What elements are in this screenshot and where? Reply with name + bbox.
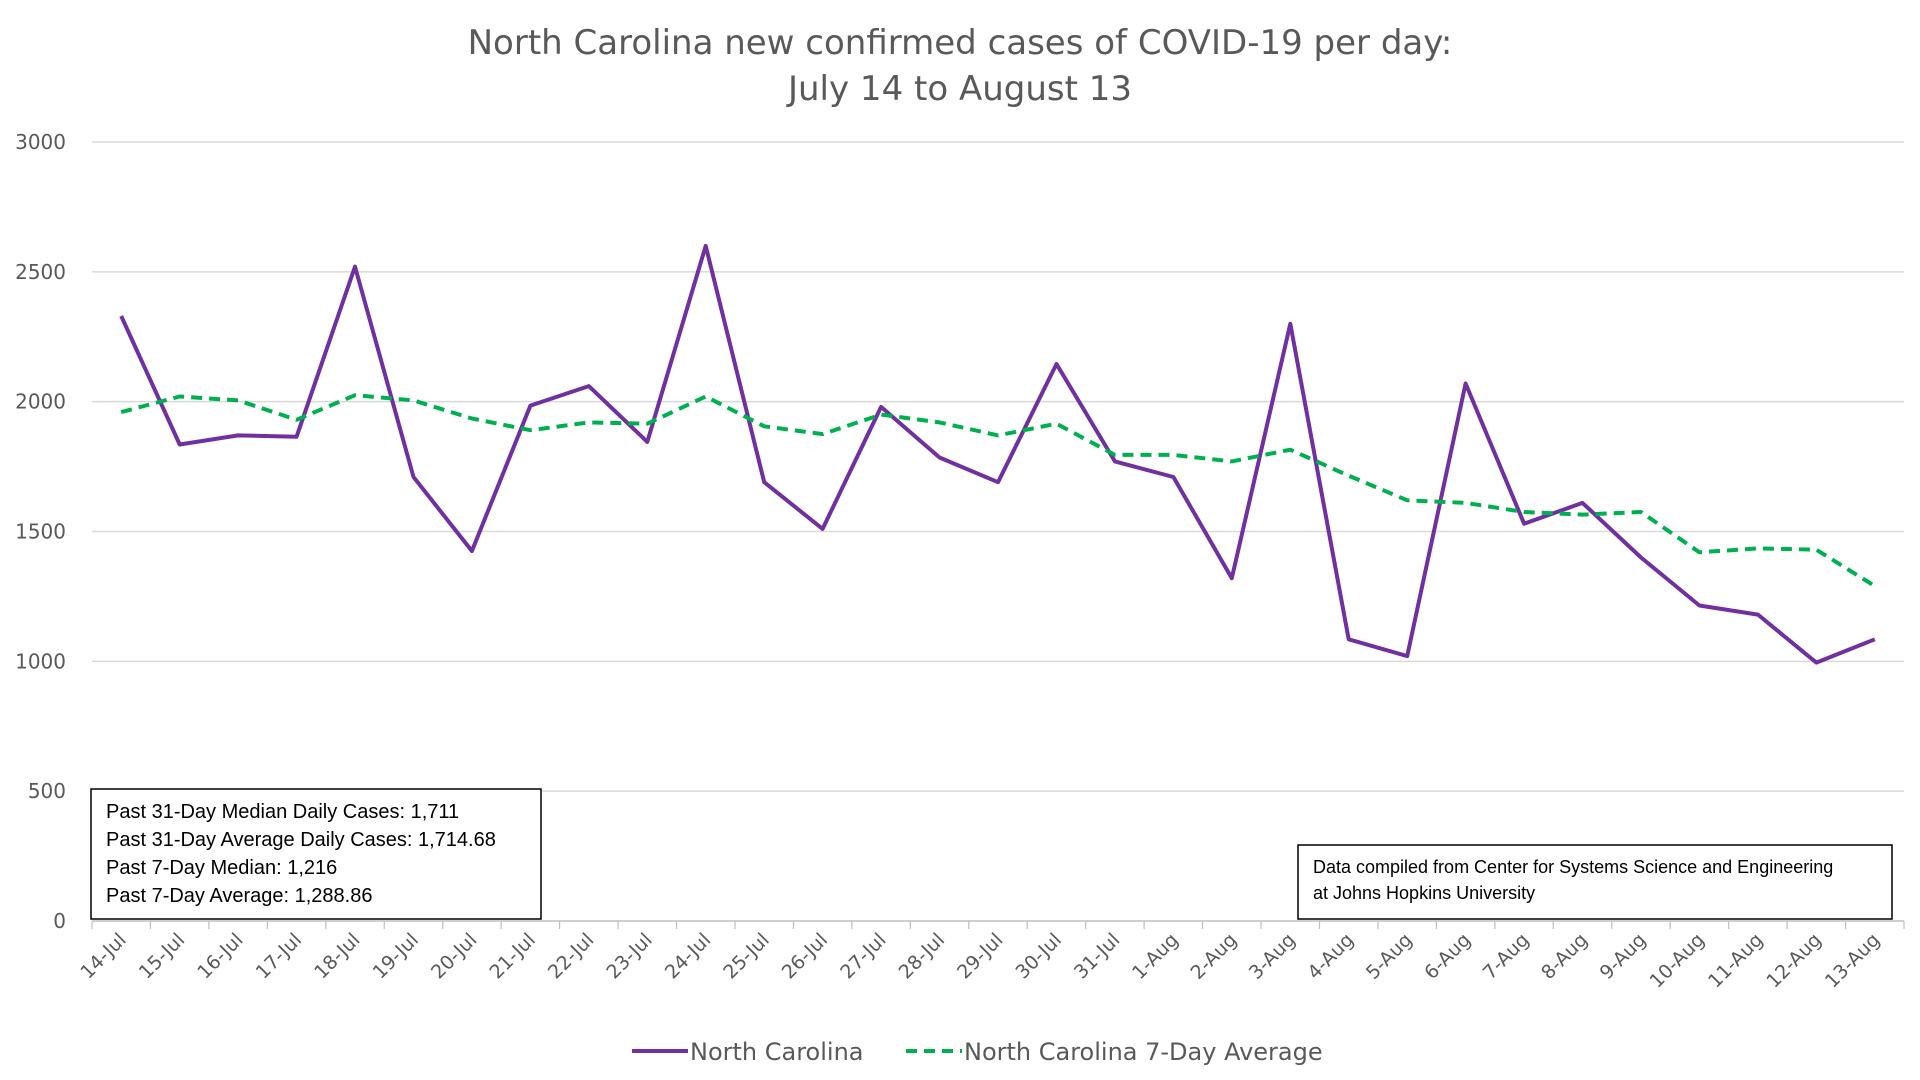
data-point [762,480,766,484]
data-point [411,475,415,479]
source-note-frame [1297,844,1893,920]
data-point [1464,381,1468,385]
data-point [704,244,708,248]
source-note: Data compiled from Center for Systems Sc… [1297,844,1893,920]
data-point [645,422,649,426]
data-point [1405,498,1409,502]
stats-line-1: Past 31-Day Median Daily Cases: 1,711 [106,801,459,823]
data-point [762,424,766,428]
data-point [1814,661,1818,665]
legend-label-7-day-average: North Carolina 7-Day Average [964,1038,1323,1066]
y-tick-label: 2000 [15,390,66,414]
y-tick-label: 1000 [15,649,66,673]
legend-label-north-carolina: North Carolina [690,1038,864,1066]
series-line-7-day-average [120,393,1876,588]
data-point [996,433,1000,437]
data-point [1054,422,1058,426]
data-point [295,418,299,422]
data-point [178,394,182,398]
data-point [1230,459,1234,463]
source-note-line-2: at Johns Hopkins University [1313,883,1535,903]
y-tick-label: 500 [28,779,66,803]
data-point [119,410,123,414]
data-point [1054,362,1058,366]
data-point [1581,501,1585,505]
data-point [295,435,299,439]
data-point [1697,550,1701,554]
data-point [996,480,1000,484]
data-point [1405,654,1409,658]
legend: North Carolina North Carolina 7-Day Aver… [632,1038,1323,1066]
data-point [587,420,591,424]
data-point [1814,548,1818,552]
data-point [938,420,942,424]
stats-box: Past 31-Day Median Daily Cases: 1,711 Pa… [90,788,542,920]
data-point [353,265,357,269]
chart-subtitle: July 14 to August 13 [786,69,1132,109]
data-point [1639,510,1643,514]
data-point [879,405,883,409]
data-point [178,443,182,447]
data-point [470,549,474,553]
y-tick-label: 1500 [15,520,66,544]
data-point [1113,459,1117,463]
data-point [938,455,942,459]
data-point [1171,475,1175,479]
stats-line-4: Past 7-Day Average: 1,288.86 [106,885,372,907]
stats-box-frame [90,788,542,920]
series-lines [119,243,1877,665]
data-point [1230,576,1234,580]
chart-title: North Carolina new confirmed cases of CO… [468,23,1453,63]
y-tick-label: 2500 [15,260,66,284]
data-point [1639,555,1643,559]
data-point [411,398,415,402]
y-tick-label: 3000 [15,130,66,154]
data-point [236,398,240,402]
data-point [353,393,357,397]
data-point [821,527,825,531]
data-point [1756,546,1760,550]
data-point [645,440,649,444]
data-point [1756,613,1760,617]
data-point [1288,448,1292,452]
data-point [119,314,123,318]
data-point [1113,453,1117,457]
stats-line-3: Past 7-Day Median: 1,216 [106,857,337,879]
data-point [1581,513,1585,517]
y-axis-ticks: 0 500 1000 1500 2000 2500 3000 [15,130,66,933]
data-point [1873,584,1877,588]
data-point [1873,637,1877,641]
y-tick-label: 0 [53,909,66,933]
data-point [1522,522,1526,526]
data-point [470,417,474,421]
data-point [587,384,591,388]
data-point [1522,510,1526,514]
data-point [704,394,708,398]
data-point [1464,501,1468,505]
data-point [1347,474,1351,478]
data-point [879,413,883,417]
data-point [236,433,240,437]
source-note-line-1: Data compiled from Center for Systems Sc… [1313,857,1833,877]
series-line-north-carolina [119,243,1876,665]
data-point [821,432,825,436]
data-point [1347,637,1351,641]
data-point [1288,322,1292,326]
data-point [528,404,532,408]
stats-line-2: Past 31-Day Average Daily Cases: 1,714.6… [106,829,496,851]
data-point [528,428,532,432]
data-point [1697,604,1701,608]
data-point [1171,453,1175,457]
